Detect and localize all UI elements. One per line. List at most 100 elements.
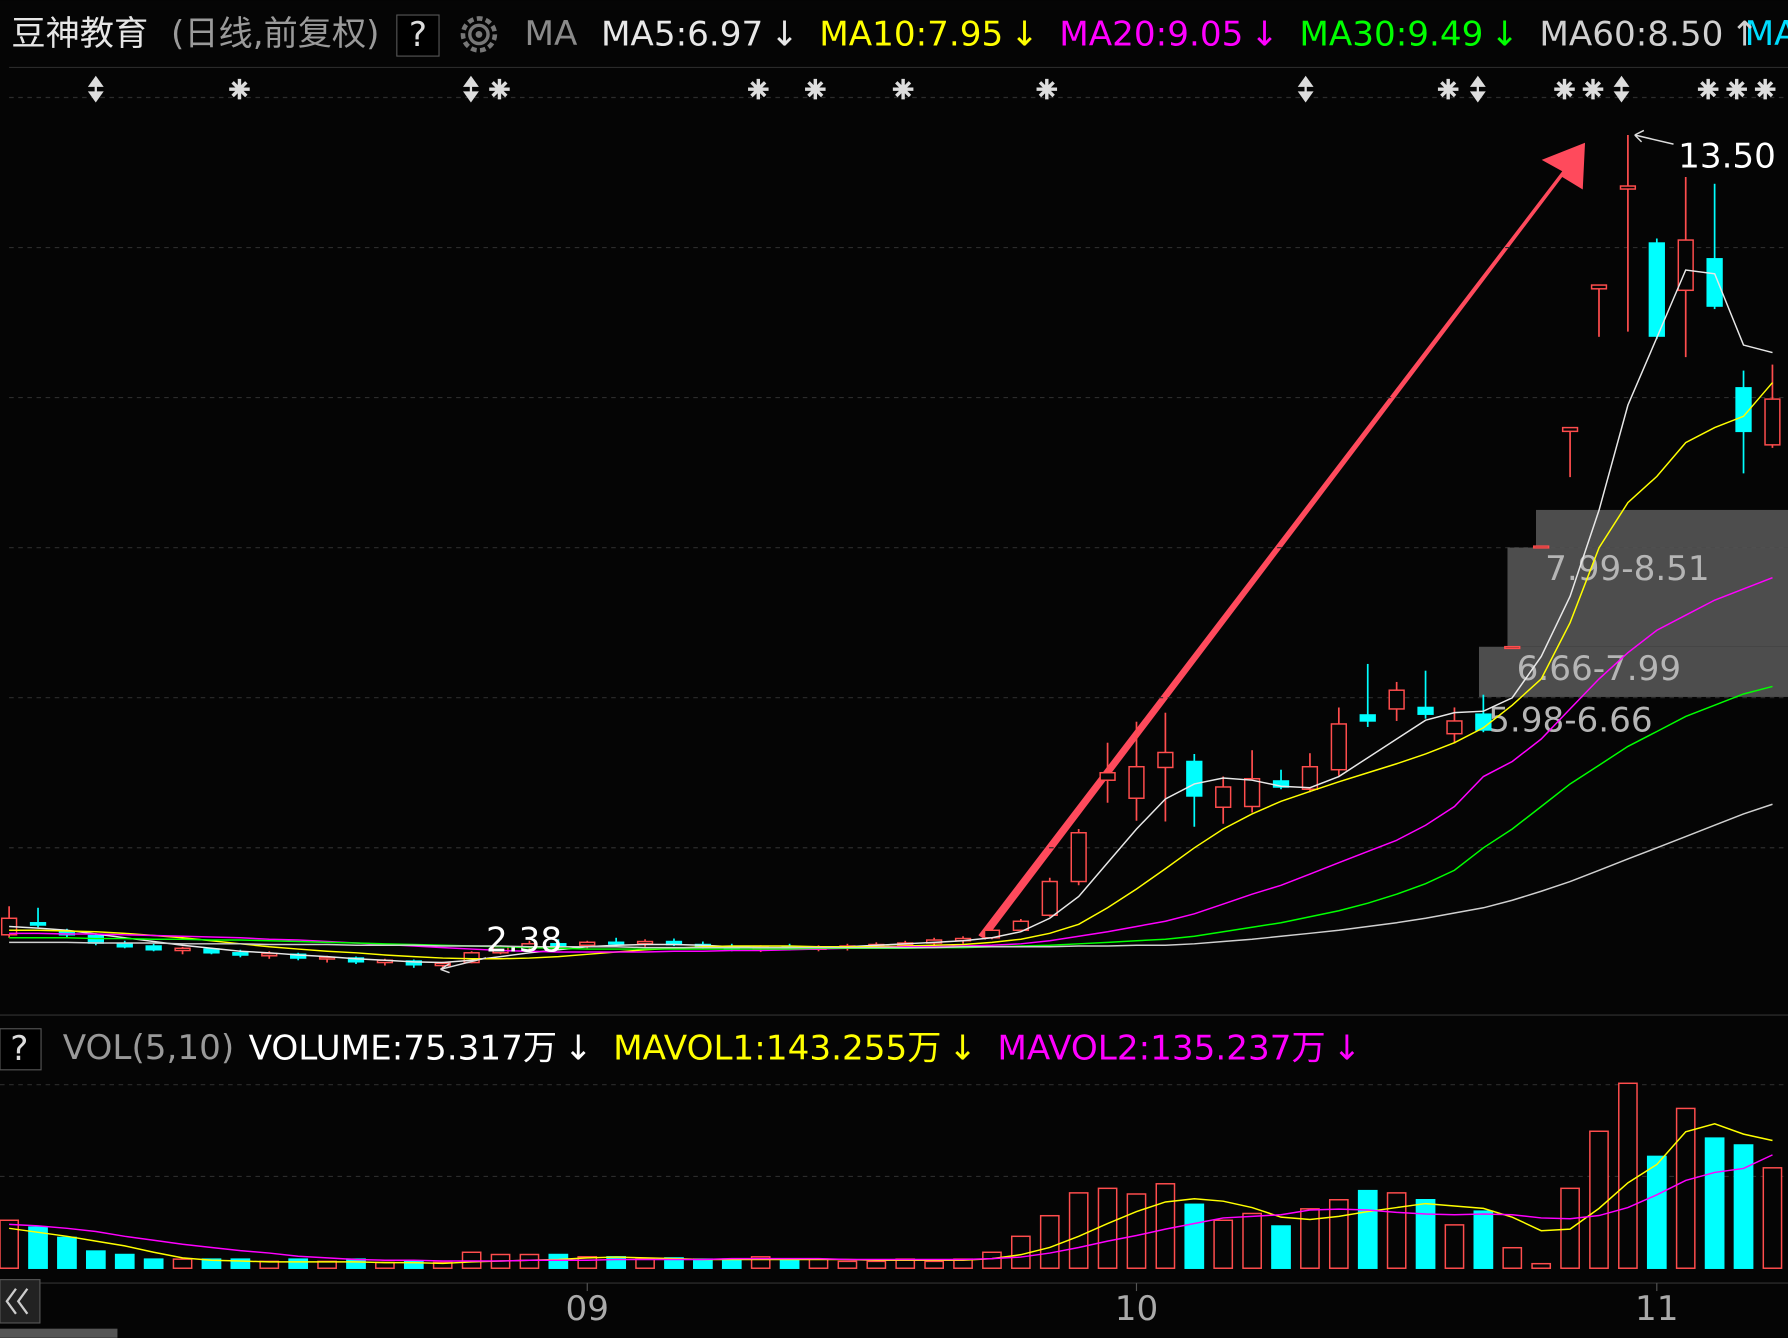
candle-body xyxy=(29,922,47,926)
ma-legend: MA20:9.05 ↓ xyxy=(1059,14,1279,54)
candle-body xyxy=(1619,185,1637,190)
volume-bar xyxy=(866,1260,887,1269)
candle-body xyxy=(1388,689,1405,710)
volume-bar xyxy=(1097,1187,1118,1269)
candle-body xyxy=(434,962,451,967)
volume-bar xyxy=(519,1253,540,1269)
candle-body xyxy=(1070,832,1087,883)
candle-body xyxy=(1533,545,1550,549)
legend-label: MA10:7.95 xyxy=(819,14,1003,54)
indicator-name: MA xyxy=(525,14,578,54)
event-star xyxy=(1554,78,1575,100)
candle-body xyxy=(1561,426,1579,433)
volume-legend: VOLUME:75.317万 ↓ xyxy=(249,1028,593,1068)
candle-body xyxy=(1215,786,1232,808)
cut-legend: MA xyxy=(1745,14,1788,54)
gear-ring xyxy=(468,23,490,46)
volume-bar xyxy=(1762,1167,1783,1269)
ma-line xyxy=(9,382,1774,960)
candle-body xyxy=(1590,284,1608,290)
event-star xyxy=(1754,78,1776,100)
event-star xyxy=(1437,78,1459,100)
volume-bar xyxy=(1589,1130,1609,1269)
mavol-legend: MAVOL2:135.237万 ↓ xyxy=(997,1028,1361,1068)
legend-trend: ↓ xyxy=(564,1028,593,1068)
volume-bar xyxy=(1242,1212,1262,1269)
candle-body xyxy=(1504,645,1521,650)
ma-legend: MA5:6.97 ↓ xyxy=(601,14,799,54)
trend-arrow xyxy=(978,142,1586,940)
chevrons xyxy=(5,1288,29,1315)
candle-body xyxy=(1157,751,1174,769)
volume-bar xyxy=(230,1258,251,1269)
candle-body xyxy=(203,948,220,954)
annotation-arrow xyxy=(1634,129,1674,145)
help-text: ? xyxy=(409,15,427,55)
volume-bar xyxy=(346,1258,366,1269)
event-updown xyxy=(463,75,479,103)
volume-bar xyxy=(577,1256,598,1269)
ma-legend: MA60:8.50 ↑ xyxy=(1539,14,1759,54)
event-star xyxy=(229,78,250,100)
volume-bar xyxy=(693,1258,713,1269)
gap-label: 7.99-8.51 xyxy=(1545,549,1710,589)
volume-bar xyxy=(635,1258,655,1269)
candle-body xyxy=(145,945,162,951)
candle-body xyxy=(1099,771,1116,781)
volume-bar xyxy=(1184,1203,1205,1269)
candle-body xyxy=(550,943,567,947)
legend-label: MA5:6.97 xyxy=(601,14,763,54)
candle-body xyxy=(463,952,480,964)
volume-bar xyxy=(1010,1235,1031,1269)
volume-bar xyxy=(28,1226,48,1269)
legend-label: MAVOL1:143.255万 xyxy=(613,1028,941,1068)
event-updown xyxy=(1297,75,1314,103)
volume-bar xyxy=(1675,1107,1696,1269)
volume-bar xyxy=(1502,1246,1523,1269)
candle-body xyxy=(1128,765,1145,799)
legend-trend: ↓ xyxy=(1010,14,1039,54)
candle-body xyxy=(1417,706,1434,715)
volume-bar xyxy=(837,1260,858,1269)
event-star xyxy=(805,78,826,100)
event-star xyxy=(489,78,510,100)
period-label: (日线,前复权) xyxy=(171,14,379,54)
volume-bar xyxy=(1126,1193,1147,1269)
volume-bar xyxy=(924,1260,945,1269)
scroll-left-button[interactable] xyxy=(0,1279,41,1324)
candle-body xyxy=(232,952,249,956)
legend-label: VOLUME:75.317万 xyxy=(249,1028,558,1068)
candle-body xyxy=(1359,714,1376,722)
help-button[interactable]: ? xyxy=(396,14,440,57)
candle-body xyxy=(1648,242,1665,337)
volume-bar xyxy=(114,1253,135,1269)
gap-label: 6.66-7.99 xyxy=(1517,649,1682,689)
gap-label: 5.98-6.66 xyxy=(1488,701,1653,741)
mavol-line xyxy=(9,1154,1773,1262)
volume-bar xyxy=(1473,1210,1494,1269)
candle-body xyxy=(1041,880,1058,917)
settings-gear[interactable] xyxy=(460,16,498,53)
ma-legend: MA10:7.95 ↓ xyxy=(819,14,1039,54)
volume-bar xyxy=(1155,1183,1176,1269)
event-star xyxy=(1582,78,1604,100)
volume-bar xyxy=(0,1219,19,1269)
legend-label: MA20:9.05 xyxy=(1059,14,1243,54)
volume-bar xyxy=(201,1258,222,1269)
x-tick-label: 10 xyxy=(1115,1289,1159,1329)
candle-body xyxy=(405,960,422,966)
candle-body xyxy=(608,941,625,945)
scrollbar-thumb[interactable] xyxy=(0,1328,118,1338)
ma-line xyxy=(9,269,1773,964)
event-updown xyxy=(1469,75,1486,103)
volume-bar xyxy=(403,1260,424,1269)
legend-trend: ↓ xyxy=(1333,1028,1362,1068)
volume-help-button[interactable]: ? xyxy=(0,1028,42,1071)
x-tick-label: 09 xyxy=(565,1289,609,1329)
legend-trend: ↓ xyxy=(770,14,799,54)
volume-bar xyxy=(461,1251,482,1269)
candle-body xyxy=(1243,777,1261,808)
volume-bar xyxy=(982,1251,1002,1269)
volume-bar xyxy=(1646,1155,1667,1269)
volume-bar xyxy=(172,1258,193,1269)
